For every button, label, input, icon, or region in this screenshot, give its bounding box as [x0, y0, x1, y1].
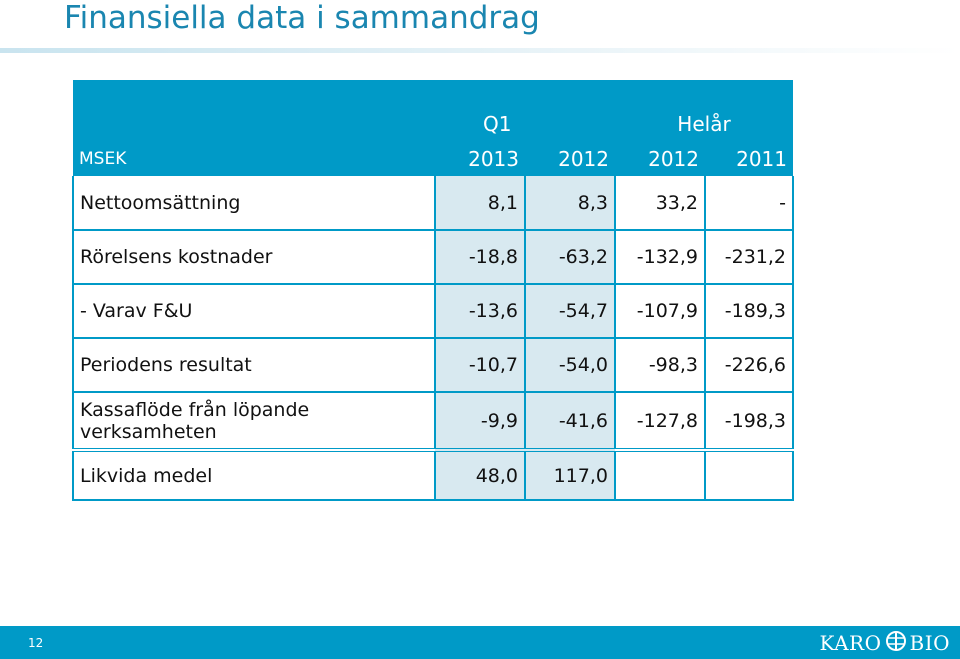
page-number: 12 — [28, 636, 44, 650]
row-label-likvida-medel: Likvida medel — [72, 450, 435, 501]
cell-value: -231,2 — [704, 230, 794, 285]
cell-value: -107,9 — [614, 284, 705, 339]
header-q1-label: Q1 — [483, 112, 512, 136]
cell-value: -189,3 — [704, 284, 794, 339]
cell-value: 48,0 — [434, 450, 525, 501]
cell-value: 8,1 — [434, 176, 525, 231]
cell-value: - — [704, 176, 794, 231]
table-row: Periodens resultat -10,7 -54,0 -98,3 -22… — [72, 338, 794, 393]
row-label-rorelsens-kostnader: Rörelsens kostnader — [72, 230, 435, 285]
cell-value: -98,3 — [614, 338, 705, 393]
table-row: Kassaflöde från löpande verksamheten -9,… — [72, 392, 794, 452]
table-row: Nettoomsättning 8,1 8,3 33,2 - — [72, 176, 794, 231]
unit-label: MSEK — [73, 142, 435, 176]
logo-text-right: BIO — [909, 631, 950, 655]
cell-value: -18,8 — [434, 230, 525, 285]
cell-value — [704, 450, 794, 501]
cell-value: 33,2 — [614, 176, 705, 231]
cell-value: -10,7 — [434, 338, 525, 393]
year-header-q1-2013: 2013 — [435, 142, 525, 176]
cell-value: -63,2 — [524, 230, 615, 285]
logo-mark-icon — [885, 630, 906, 656]
year-header-q1-2012: 2012 — [525, 142, 615, 176]
header-row-groups: Q1 Helår — [73, 80, 793, 142]
cell-value: 117,0 — [524, 450, 615, 501]
row-label-kassaflode: Kassaflöde från löpande verksamheten — [72, 392, 435, 452]
row-label-kassaflode-line2: verksamheten — [80, 420, 217, 443]
header-helar-label: Helår — [677, 112, 731, 136]
year-header-helar-2012: 2012 — [615, 142, 705, 176]
row-label-nettoomsattning: Nettoomsättning — [72, 176, 435, 231]
financial-summary-table: Q1 Helår MSEK 2013 2012 2012 2011 Nettoo… — [72, 80, 794, 501]
header-q1-cell: Q1 — [435, 80, 615, 142]
cell-value: -41,6 — [524, 392, 615, 452]
title-underline — [0, 48, 960, 53]
cell-value: -54,7 — [524, 284, 615, 339]
header-row-years: MSEK 2013 2012 2012 2011 — [73, 142, 793, 176]
year-header-helar-2011: 2011 — [705, 142, 793, 176]
table-row: Rörelsens kostnader -18,8 -63,2 -132,9 -… — [72, 230, 794, 285]
table-row: Likvida medel 48,0 117,0 — [72, 450, 794, 501]
table-row: - Varav F&U -13,6 -54,7 -107,9 -189,3 — [72, 284, 794, 339]
cell-value — [614, 450, 705, 501]
cell-value: -127,8 — [614, 392, 705, 452]
page-title: Finansiella data i sammandrag — [64, 0, 540, 36]
row-label-kassaflode-line1: Kassaflöde från löpande — [80, 398, 310, 421]
cell-value: 8,3 — [524, 176, 615, 231]
header-helar-cell: Helår — [615, 80, 793, 142]
cell-value: -226,6 — [704, 338, 794, 393]
cell-value: -9,9 — [434, 392, 525, 452]
karo-bio-logo: KARO BIO — [819, 630, 950, 656]
row-label-varav-fou: - Varav F&U — [72, 284, 435, 339]
footer-bar: 12 KARO BIO — [0, 626, 960, 659]
cell-value: -54,0 — [524, 338, 615, 393]
cell-value: -132,9 — [614, 230, 705, 285]
header-empty-cell — [73, 80, 435, 142]
cell-value: -13,6 — [434, 284, 525, 339]
row-label-periodens-resultat: Periodens resultat — [72, 338, 435, 393]
logo-text-left: KARO — [819, 631, 882, 655]
cell-value: -198,3 — [704, 392, 794, 452]
